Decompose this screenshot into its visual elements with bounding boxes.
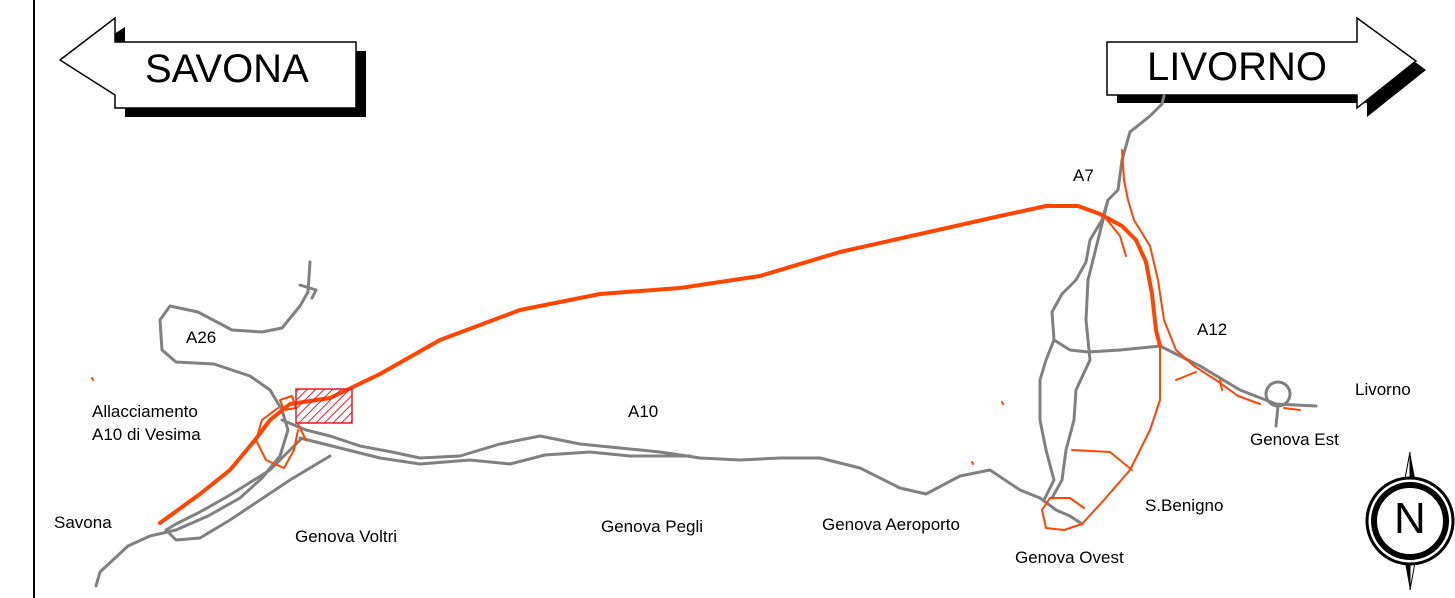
sign-livorno-label: LIVORNO — [1147, 45, 1328, 89]
sign-savona-label: SAVONA — [145, 47, 309, 91]
place-s-benigno: S.Benigno — [1145, 496, 1224, 515]
north-arrow-icon — [1365, 451, 1455, 591]
planned-roads — [91, 149, 1301, 531]
livorno-direction-sign — [1106, 16, 1426, 117]
compass-north-letter: N — [1394, 494, 1426, 543]
place-genova-est: Genova Est — [1250, 430, 1339, 449]
savona-direction-sign — [58, 16, 366, 117]
frame-border — [33, 0, 35, 598]
place-savona: Savona — [54, 513, 112, 532]
junction-label-line1: Allacciamento — [92, 402, 198, 421]
motorway-a7-label: A7 — [1073, 166, 1094, 185]
place-genova-aeroporto: Genova Aeroporto — [822, 515, 960, 534]
place-genova-ovest: Genova Ovest — [1015, 548, 1124, 567]
motorway-a12-label: A12 — [1197, 320, 1228, 339]
motorway-a10-label: A10 — [628, 402, 659, 421]
place-livorno: Livorno — [1355, 380, 1411, 399]
junction-label-line2: A10 di Vesima — [92, 425, 201, 444]
place-genova-voltri: Genova Voltri — [295, 527, 398, 546]
work-area-marker — [295, 388, 353, 424]
motorway-a26-label: A26 — [186, 328, 217, 347]
existing-roads — [94, 94, 1318, 588]
place-genova-pegli: Genova Pegli — [601, 517, 704, 536]
